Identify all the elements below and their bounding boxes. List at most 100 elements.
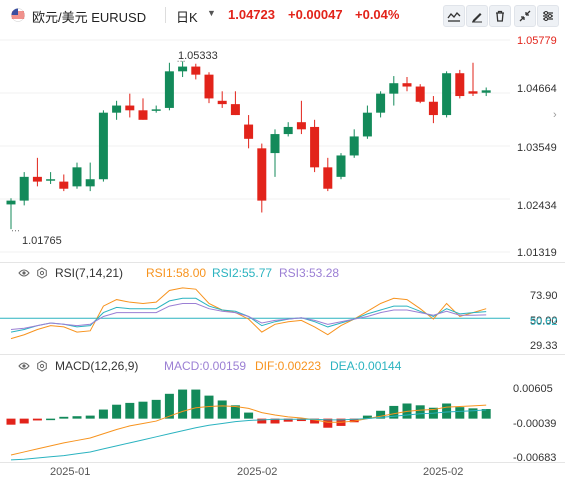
delete-drawing-button[interactable]	[489, 5, 511, 27]
macd-histogram-bar	[164, 393, 174, 419]
candle-body	[323, 167, 333, 189]
macd-histogram-bar	[98, 409, 108, 419]
draw-tool-button[interactable]	[466, 5, 488, 27]
macd-chart[interactable]	[0, 376, 510, 462]
candle-body	[138, 110, 148, 120]
rsi1-line	[10, 287, 487, 340]
macd-histogram-bar	[283, 418, 293, 422]
candle-body	[257, 148, 267, 201]
candle-body	[428, 101, 438, 116]
candle-body	[151, 109, 161, 111]
macd-histogram-bar	[442, 403, 452, 419]
candle-body	[72, 167, 82, 187]
gear-icon[interactable]	[36, 267, 48, 279]
candle-body	[98, 112, 108, 180]
macd-histogram-bar	[389, 405, 399, 419]
macd-histogram-bar	[362, 415, 372, 419]
x-axis-label: 2025-02	[237, 466, 278, 478]
candle-body	[389, 83, 399, 94]
macd-histogram-bar	[59, 416, 69, 419]
price-change-percent: +0.04%	[355, 7, 400, 22]
candlestick-chart[interactable]	[0, 30, 510, 262]
candle-body	[217, 100, 227, 105]
trash-icon	[496, 10, 504, 22]
candle-body	[230, 104, 240, 116]
macd-histogram-bar	[376, 410, 386, 419]
candle-body	[468, 91, 478, 94]
collapse-icon	[519, 10, 531, 22]
macd-axis-label: 0.00605	[513, 383, 553, 395]
pencil-icon	[472, 13, 482, 23]
macd-histogram-bar	[72, 416, 82, 419]
macd-histogram-bar	[481, 409, 491, 419]
rsi-axis-label: 73.90	[530, 290, 558, 302]
macd-histogram-bar	[191, 389, 201, 419]
macd-title: MACD(12,26,9)	[55, 359, 139, 373]
symbol-label[interactable]: 欧元/美元 EURUSD	[32, 10, 147, 25]
macd-histogram-bar	[468, 408, 478, 419]
period-selector[interactable]: 日K	[176, 10, 198, 25]
chevron-right-icon[interactable]: ›	[553, 109, 557, 121]
rsi-title: RSI(7,14,21)	[55, 266, 124, 280]
x-axis-line	[0, 462, 565, 463]
macd-histogram-bar	[46, 418, 56, 421]
macd-axis-label: -0.00039	[513, 418, 557, 430]
candle-body	[442, 73, 452, 116]
candle-body	[6, 200, 16, 205]
macd-histogram-bar	[125, 402, 135, 419]
macd-histogram-bar	[178, 389, 188, 419]
panel-divider	[0, 262, 565, 263]
candle-body	[455, 73, 465, 97]
macd-histogram-bar	[310, 418, 320, 424]
eye-icon[interactable]	[18, 361, 30, 371]
price-axis-label: 1.03549	[517, 142, 557, 154]
macd-histogram-bar	[6, 418, 16, 425]
macd-histogram-bar	[151, 399, 161, 419]
macd-histogram-bar	[455, 407, 465, 419]
us-flag-icon	[11, 8, 25, 22]
candle-body	[112, 105, 122, 113]
rsi1-value: RSI1:58.00	[146, 266, 207, 280]
candle-body	[481, 90, 491, 93]
candle-body	[19, 176, 29, 201]
price-axis-label: 1.01319	[517, 247, 557, 259]
macd-histogram-bar	[415, 405, 425, 419]
dea-line	[10, 409, 487, 461]
price-axis-label-top: 1.05779	[517, 35, 557, 47]
last-price: 1.04723	[228, 7, 275, 22]
candle-body	[362, 112, 372, 137]
candle-body	[270, 134, 280, 154]
macd-histogram-bar	[257, 418, 267, 424]
rsi3-line	[10, 302, 487, 331]
settings-button[interactable]	[537, 5, 559, 27]
low-annotation: 1.01765	[22, 235, 62, 247]
chart-line-tool-button[interactable]	[443, 5, 465, 27]
price-axis-label: 1.04664	[517, 83, 557, 95]
macd-histogram-bar	[270, 418, 280, 424]
macd-value: MACD:0.00159	[164, 359, 247, 373]
candle-body	[310, 126, 320, 168]
gear-icon[interactable]	[36, 360, 48, 372]
chevron-down-icon[interactable]: ▼	[207, 8, 216, 18]
candle-body	[164, 71, 174, 108]
rsi2-value: RSI2:55.77	[212, 266, 273, 280]
panel-divider	[0, 354, 565, 355]
macd-histogram-bar	[349, 418, 359, 423]
macd-histogram-bar	[19, 418, 29, 424]
candle-body	[125, 105, 135, 111]
candle-body	[178, 66, 188, 72]
dea-value: DEA:0.00144	[330, 359, 402, 373]
eye-icon[interactable]	[18, 268, 30, 278]
collapse-button[interactable]	[514, 5, 536, 27]
macd-histogram-bar	[296, 418, 306, 422]
chart-line-icon	[447, 12, 461, 22]
rsi-chart[interactable]	[0, 282, 510, 354]
candle-body	[191, 66, 201, 75]
rsi-axis-label: 29.33	[530, 340, 558, 352]
macd-histogram-bar	[112, 404, 122, 419]
rsi-axis-label: 50.62	[530, 316, 558, 328]
chart-header: 欧元/美元 EURUSD 日K ▼ 1.04723 +0.00047 +0.04…	[0, 0, 565, 30]
dif-line	[10, 404, 487, 456]
x-axis-label: 2025-01	[50, 466, 91, 478]
macd-histogram-bar	[230, 405, 240, 419]
